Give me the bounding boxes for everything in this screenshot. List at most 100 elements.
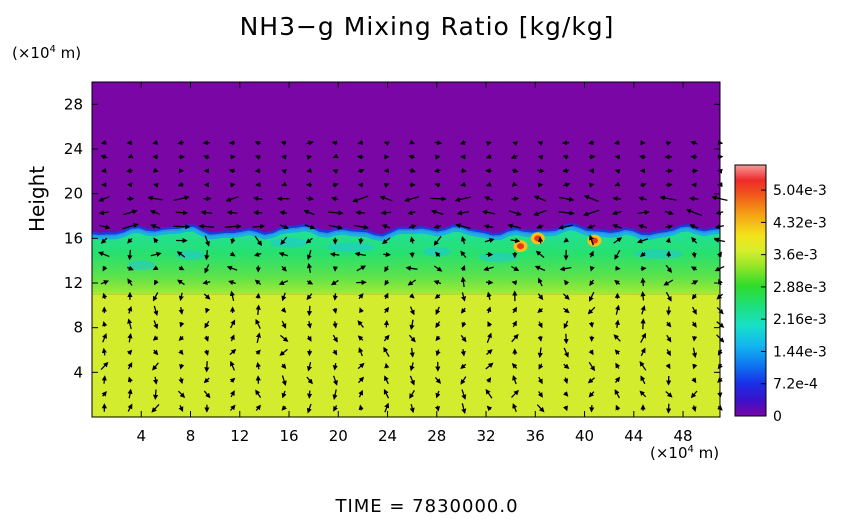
wind-vector [280, 236, 288, 246]
wind-vector [460, 363, 467, 370]
wind-vector [409, 293, 415, 299]
wind-vector [126, 349, 133, 356]
wind-vector [329, 251, 340, 258]
wind-vector [461, 236, 467, 245]
layer-patch [634, 248, 683, 259]
wind-vector [512, 181, 518, 187]
wind-vector [512, 403, 518, 413]
wind-vector [100, 237, 108, 244]
wind-vector [383, 306, 390, 314]
wind-vector [153, 376, 159, 385]
wind-vector [383, 183, 390, 188]
wind-vector [99, 224, 111, 230]
wind-vector [332, 321, 338, 329]
wind-vector [563, 237, 570, 243]
wind-vector [691, 251, 697, 259]
wind-vector [228, 168, 236, 174]
wind-vector [383, 141, 390, 147]
wind-vector [278, 251, 289, 257]
layer-patch [176, 250, 205, 261]
hotspot-core [517, 243, 525, 250]
wind-vector [306, 403, 312, 414]
wind-vector [485, 181, 492, 187]
wind-vector [357, 182, 364, 188]
wind-vector [434, 182, 441, 188]
wind-vector [512, 167, 519, 173]
wind-vector [102, 292, 108, 299]
wind-vector [537, 141, 544, 146]
cloud-top-rim-light [91, 223, 721, 242]
wind-vector [537, 376, 543, 385]
wind-vector [127, 153, 134, 159]
wind-vector [691, 347, 698, 359]
wind-vector [459, 140, 467, 145]
wind-vector [665, 321, 672, 328]
wind-vector [435, 390, 441, 399]
wind-vector [178, 405, 184, 412]
y-unit-exp: 4 [49, 44, 56, 55]
colorbar-tick-label: 5.04e-3 [773, 183, 827, 199]
wind-vector [327, 210, 344, 216]
wind-vector [332, 349, 338, 356]
wind-vector [358, 168, 365, 174]
wind-vector [204, 335, 209, 342]
wind-vector [177, 181, 184, 187]
wind-vector [178, 306, 184, 315]
wind-vector [666, 403, 672, 414]
wind-vector [538, 363, 544, 370]
wind-vector [306, 167, 312, 173]
wind-vector [306, 305, 313, 317]
colorbar-tick-label: 4.32e-3 [773, 215, 827, 231]
wind-vector [461, 321, 467, 328]
wind-vector [690, 140, 698, 146]
wind-vector [384, 265, 390, 273]
wind-vector [177, 390, 186, 399]
wind-vector [639, 154, 646, 160]
wind-vector [306, 320, 312, 329]
wind-vector [177, 279, 185, 286]
wind-vector [615, 304, 621, 315]
wind-vector [224, 223, 242, 229]
wind-vector [486, 377, 492, 383]
layer-patch [422, 246, 451, 257]
wind-vector [614, 376, 621, 383]
wind-vector [384, 362, 390, 369]
wind-vector [279, 210, 288, 216]
wind-vector [278, 280, 289, 285]
wind-vector [587, 377, 596, 384]
wind-vector [485, 153, 492, 159]
wind-vector [332, 182, 339, 188]
wind-vector [383, 334, 390, 342]
wind-vector [306, 335, 312, 342]
x-axis-unit: (×104 m) [650, 444, 719, 462]
layer-patch [479, 252, 518, 263]
layer-lower [92, 294, 720, 417]
wind-vector [152, 139, 158, 146]
wind-vector [665, 264, 672, 273]
wind-vector [685, 208, 702, 217]
wind-vector [486, 332, 492, 344]
wind-vector [559, 196, 575, 202]
wind-vector [127, 333, 133, 343]
wind-vector [198, 223, 215, 229]
wind-vector [179, 363, 185, 370]
wind-vector [666, 334, 672, 343]
wind-vector [255, 389, 262, 398]
wind-vector [255, 332, 261, 344]
wind-vector [665, 391, 673, 398]
wind-vector [639, 251, 646, 258]
wind-vector [614, 389, 620, 399]
wind-vector [203, 390, 211, 399]
wind-vector [563, 307, 570, 314]
wind-vector [127, 388, 133, 399]
wind-vector [665, 363, 671, 370]
wind-vector [536, 404, 545, 413]
wind-vector [381, 237, 391, 245]
wind-vector [460, 376, 467, 385]
wind-vector [357, 139, 364, 145]
wind-vector [306, 376, 313, 385]
wind-vector [640, 318, 646, 330]
wind-vector [203, 349, 209, 356]
wind-vector [230, 404, 236, 411]
wind-vector [127, 278, 133, 286]
